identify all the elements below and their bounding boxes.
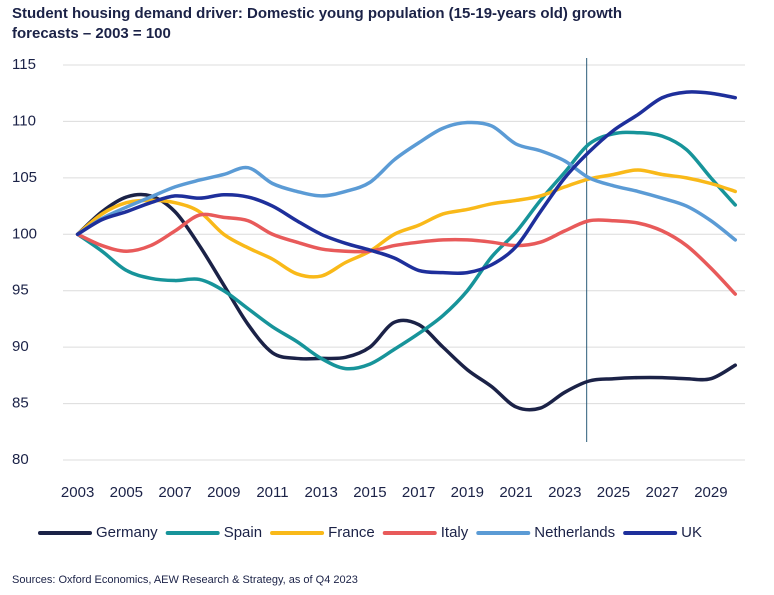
x-tick-label: 2017 [402, 484, 435, 501]
x-tick-label: 2013 [304, 484, 337, 501]
series-line [75, 168, 738, 279]
legend-label: UK [681, 524, 702, 541]
y-tick-label: 115 [12, 56, 36, 73]
y-tick-label: 100 [12, 225, 37, 242]
y-tick-label: 105 [12, 169, 37, 186]
legend-label: Germany [96, 524, 158, 541]
x-tick-label: 2005 [110, 484, 143, 501]
x-tick-label: 2021 [499, 484, 532, 501]
y-tick-label: 95 [12, 282, 29, 299]
x-tick-label: 2025 [597, 484, 630, 501]
series-line [75, 192, 738, 412]
x-tick-label: 2009 [207, 484, 240, 501]
series-line [75, 120, 738, 242]
chart-title: forecasts – 2003 = 100 [12, 25, 171, 42]
series-line [75, 130, 738, 371]
x-tick-label: 2027 [645, 484, 678, 501]
legend-label: Spain [224, 524, 262, 541]
x-tick-label: 2003 [61, 484, 94, 501]
x-tick-label: 2029 [694, 484, 727, 501]
y-tick-label: 80 [12, 451, 29, 468]
y-tick-label: 85 [12, 395, 29, 412]
x-tick-label: 2019 [451, 484, 484, 501]
x-tick-label: 2023 [548, 484, 581, 501]
x-tick-label: 2007 [158, 484, 191, 501]
x-tick-label: 2015 [353, 484, 386, 501]
chart-title: Student housing demand driver: Domestic … [12, 5, 622, 22]
legend-label: Italy [441, 524, 469, 541]
legend-label: Netherlands [534, 524, 615, 541]
x-tick-label: 2011 [256, 484, 288, 501]
series-line [75, 212, 738, 296]
series-line [75, 90, 738, 276]
y-tick-label: 90 [12, 338, 29, 355]
y-tick-label: 110 [12, 112, 36, 129]
legend-label: France [328, 524, 375, 541]
source-note: Sources: Oxford Economics, AEW Research … [12, 574, 358, 586]
